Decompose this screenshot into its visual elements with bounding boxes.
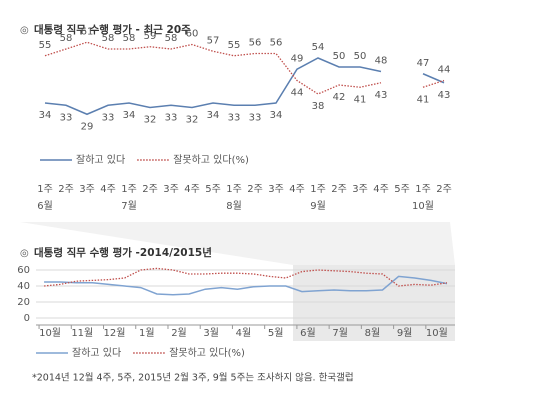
x-tick-label: 5월 (268, 327, 284, 339)
bullet: ◎ (20, 248, 29, 259)
data-label: 61 (81, 26, 94, 37)
data-label: 34 (270, 110, 283, 121)
x-tick-label: 4주 (184, 184, 200, 195)
data-label: 33 (60, 112, 73, 123)
data-label: 32 (186, 115, 199, 126)
data-label: 58 (60, 33, 73, 44)
x-tick-label: 2월 (171, 327, 187, 339)
x-tick-label: 1월 (139, 327, 155, 339)
x-month-label: 6월 (37, 200, 53, 212)
data-label: 41 (417, 94, 430, 105)
data-label: 34 (123, 110, 136, 121)
data-label: 34 (207, 110, 220, 121)
x-tick-label: 7월 (332, 327, 348, 339)
bullet: ◎ (20, 25, 29, 36)
x-tick-label: 5주 (205, 184, 221, 195)
x-tick-label: 9월 (397, 327, 413, 339)
x-tick-label: 2주 (247, 184, 263, 195)
data-label: 56 (270, 38, 283, 49)
legend-label: 잘하고 있다 (76, 153, 125, 166)
x-tick-label: 4월 (236, 327, 252, 339)
data-label: 43 (375, 90, 388, 101)
x-tick-label: 11월 (71, 327, 93, 339)
x-tick-label: 5주 (394, 184, 410, 195)
x-month-label: 10월 (412, 200, 434, 212)
line (422, 79, 445, 88)
y-tick-label: 40 (17, 281, 30, 292)
x-tick-label: 6월 (300, 327, 316, 339)
data-label: 57 (207, 35, 220, 46)
data-label: 49 (291, 53, 304, 64)
data-label: 44 (291, 88, 304, 99)
data-label: 41 (354, 94, 367, 105)
x-tick-label: 10월 (39, 327, 61, 339)
y-tick-label: 0 (24, 313, 30, 324)
data-label: 58 (123, 33, 136, 44)
line (44, 275, 448, 296)
x-tick-label: 2주 (142, 184, 158, 195)
data-label: 42 (333, 92, 346, 103)
x-month-label: 7월 (121, 200, 137, 212)
line (44, 57, 382, 116)
data-label: 58 (165, 33, 178, 44)
x-tick-label: 10월 (426, 327, 448, 339)
x-tick-label: 2주 (58, 184, 74, 195)
data-label: 48 (375, 56, 388, 67)
data-label: 43 (438, 90, 451, 101)
zoom-region (293, 265, 455, 341)
x-month-label: 8월 (226, 200, 242, 212)
data-label: 32 (144, 115, 157, 126)
y-tick-label: 60 (17, 265, 30, 276)
x-tick-label: 1주 (37, 184, 53, 195)
legend-label: 잘하고 있다 (72, 346, 121, 359)
y-tick-label: 20 (17, 297, 30, 308)
data-label: 54 (312, 42, 325, 53)
x-tick-label: 4주 (100, 184, 116, 195)
data-label: 33 (102, 112, 115, 123)
zoom-connector (20, 222, 455, 265)
x-tick-label: 2주 (436, 184, 452, 195)
data-label: 55 (228, 40, 241, 51)
x-tick-label: 2주 (331, 184, 347, 195)
legend-label: 잘못하고 있다(%) (169, 346, 245, 359)
data-label: 29 (81, 121, 94, 132)
x-tick-label: 4주 (289, 184, 305, 195)
data-label: 56 (249, 38, 262, 49)
x-tick-label: 3주 (268, 184, 284, 195)
x-tick-label: 1주 (226, 184, 242, 195)
data-label: 33 (228, 112, 241, 123)
data-label: 33 (249, 112, 262, 123)
data-label: 50 (354, 51, 367, 62)
data-label: 47 (417, 58, 430, 69)
x-tick-label: 4주 (373, 184, 389, 195)
x-tick-label: 1주 (121, 184, 137, 195)
x-tick-label: 1주 (310, 184, 326, 195)
line (43, 267, 448, 287)
x-tick-label: 3주 (163, 184, 179, 195)
data-label: 33 (165, 112, 178, 123)
data-label: 38 (312, 101, 325, 112)
x-tick-label: 1주 (415, 184, 431, 195)
chart-title: 대통령 직무 수행 평가 -2014/2015년 (34, 246, 212, 259)
data-label: 58 (102, 33, 115, 44)
data-label: 34 (39, 110, 52, 121)
x-tick-label: 3주 (79, 184, 95, 195)
x-tick-label: 3월 (203, 327, 219, 339)
chart-title: 대통령 직무 수행 평가 - 최근 20주 (34, 23, 191, 36)
data-label: 60 (186, 29, 199, 40)
data-label: 55 (39, 40, 52, 51)
line (44, 41, 382, 95)
data-label: 44 (438, 65, 451, 76)
x-tick-label: 8월 (365, 327, 381, 339)
x-tick-label: 12월 (104, 327, 126, 339)
data-label: 50 (333, 51, 346, 62)
data-label: 59 (144, 31, 157, 42)
x-tick-label: 3주 (352, 184, 368, 195)
x-month-label: 9월 (310, 200, 326, 212)
footnote: *2014년 12월 4주, 5주, 2015년 2월 3주, 9월 5주는 조… (32, 372, 354, 384)
legend-label: 잘못하고 있다(%) (173, 153, 249, 166)
